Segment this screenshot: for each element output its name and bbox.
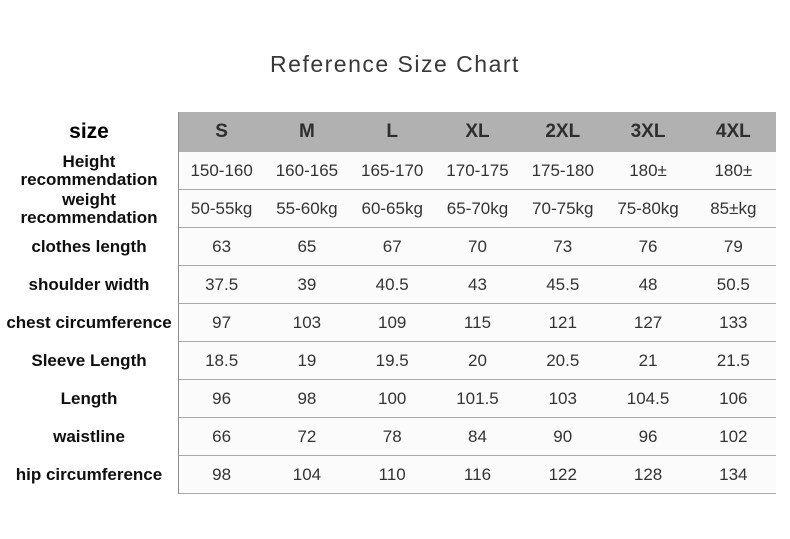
- size-corner-label: size: [69, 119, 109, 143]
- row-label-length: Length: [60, 388, 118, 408]
- size-value-cell: 67: [382, 236, 402, 256]
- size-value-cell: 96: [638, 426, 658, 446]
- row-label-sleeve-length: Sleeve Length: [31, 350, 147, 370]
- column-header-l: L: [386, 121, 398, 142]
- size-value-cell: 19: [297, 350, 317, 370]
- size-value-cell: 122: [548, 464, 577, 484]
- size-value-cell: 127: [633, 312, 663, 332]
- size-value-cell: 66: [212, 426, 232, 446]
- column-header-2xl: 2XL: [545, 121, 581, 142]
- column-header-3xl: 3XL: [630, 121, 666, 142]
- size-value-cell: 40.5: [375, 274, 409, 294]
- size-chart-table: size Height recommendation weight recomm…: [0, 112, 776, 494]
- size-value-cell: 39: [297, 274, 317, 294]
- size-value-cell: 133: [719, 312, 748, 332]
- size-value-cell: 175-180: [531, 160, 594, 180]
- row-label-waistline: waistline: [53, 426, 125, 446]
- column-header-row: S M L XL 2XL 3XL 4XL: [179, 112, 776, 152]
- column-header-m: M: [299, 121, 315, 142]
- size-value-cell: 115: [463, 312, 492, 332]
- column-header-4xl: 4XL: [715, 121, 751, 142]
- size-value-cell: 50.5: [716, 274, 750, 294]
- size-value-cell: 180±: [714, 160, 753, 180]
- size-value-cell: 45.5: [546, 274, 580, 294]
- size-value-cell: 98: [297, 388, 317, 408]
- size-value-cell: 97: [212, 312, 232, 332]
- size-value-cell: 55-60kg: [276, 198, 338, 218]
- size-value-cell: 102: [719, 426, 748, 446]
- size-value-cell: 79: [723, 236, 743, 256]
- size-value-cell: 90: [553, 426, 573, 446]
- size-value-cell: 73: [553, 236, 573, 256]
- size-value-cell: 50-55kg: [190, 198, 253, 218]
- size-value-cell: 103: [292, 312, 322, 332]
- size-value-cell: 20.5: [546, 350, 580, 370]
- size-value-cell: 63: [212, 236, 232, 256]
- size-value-cell: 101.5: [456, 388, 499, 408]
- table-row-hip-circumference: 98 104 110 116 122 128 134: [179, 456, 776, 494]
- size-value-cell: 165-170: [361, 160, 424, 180]
- size-value-cell: 121: [548, 312, 577, 332]
- row-label-weight-recommendation: weight recommendation: [20, 189, 158, 227]
- size-value-cell: 109: [378, 312, 407, 332]
- size-value-cell: 76: [638, 236, 658, 256]
- size-value-cell: 170-175: [446, 160, 509, 180]
- row-label-hip-circumference: hip circumference: [15, 464, 163, 484]
- size-value-cell: 84: [468, 426, 487, 446]
- size-value-cell: 21: [638, 350, 658, 370]
- table-row-weight-recommendation: 50-55kg 55-60kg 60-65kg 65-70kg 70-75kg …: [179, 190, 776, 228]
- size-value-cell: 78: [382, 426, 402, 446]
- table-row-shoulder-width: 37.5 39 40.5 43 45.5 48 50.5: [179, 266, 776, 304]
- size-value-cell: 19.5: [375, 350, 409, 370]
- size-value-cell: 43: [468, 274, 487, 294]
- size-value-cell: 160-165: [275, 160, 339, 180]
- size-value-cell: 70: [468, 236, 487, 256]
- size-value-cell: 21.5: [716, 350, 750, 370]
- size-value-cell: 20: [468, 350, 487, 370]
- size-value-cell: 70-75kg: [532, 198, 594, 218]
- size-value-cell: 18.5: [205, 350, 239, 370]
- row-label-column: size Height recommendation weight recomm…: [0, 112, 178, 494]
- size-value-cell: 65-70kg: [446, 198, 509, 218]
- size-value-cell: 128: [633, 464, 663, 484]
- size-value-cell: 180±: [629, 160, 667, 180]
- column-header-s: S: [215, 121, 228, 142]
- size-value-cell: 106: [719, 388, 748, 408]
- size-value-cell: 116: [463, 464, 492, 484]
- table-row-clothes-length: 63 65 67 70 73 76 79: [179, 228, 776, 266]
- size-value-cell: 104.5: [626, 388, 670, 408]
- size-value-cell: 85±kg: [710, 198, 757, 218]
- table-row-length: 96 98 100 101.5 103 104.5 106: [179, 380, 776, 418]
- table-row-chest-circumference: 97 103 109 115 121 127 133: [179, 304, 776, 342]
- size-value-cell: 37.5: [205, 274, 239, 294]
- size-value-cell: 98: [212, 464, 232, 484]
- table-body: S M L XL 2XL 3XL 4XL 150-160 160-165 165…: [178, 112, 776, 494]
- row-label-chest-circumference: chest circumference: [6, 312, 172, 332]
- size-value-cell: 60-65kg: [361, 198, 423, 218]
- table-row-height-recommendation: 150-160 160-165 165-170 170-175 175-180 …: [179, 152, 776, 190]
- size-value-cell: 100: [378, 388, 407, 408]
- size-value-cell: 104: [292, 464, 322, 484]
- row-label-shoulder-width: shoulder width: [28, 274, 150, 294]
- size-value-cell: 134: [719, 464, 748, 484]
- table-row-waistline: 66 72 78 84 90 96 102: [179, 418, 776, 456]
- size-value-cell: 48: [638, 274, 658, 294]
- row-label-height-recommendation: Height recommendation: [20, 151, 158, 189]
- size-value-cell: 150-160: [190, 160, 253, 180]
- size-value-cell: 96: [212, 388, 232, 408]
- size-value-cell: 72: [297, 426, 317, 446]
- row-label-clothes-length: clothes length: [31, 236, 147, 256]
- size-value-cell: 110: [378, 464, 406, 484]
- column-header-xl: XL: [465, 121, 490, 142]
- table-row-sleeve-length: 18.5 19 19.5 20 20.5 21 21.5: [179, 342, 776, 380]
- size-value-cell: 103: [548, 388, 577, 408]
- page-title: Reference Size Chart: [270, 51, 520, 77]
- size-value-cell: 75-80kg: [617, 198, 679, 218]
- size-value-cell: 65: [297, 236, 317, 256]
